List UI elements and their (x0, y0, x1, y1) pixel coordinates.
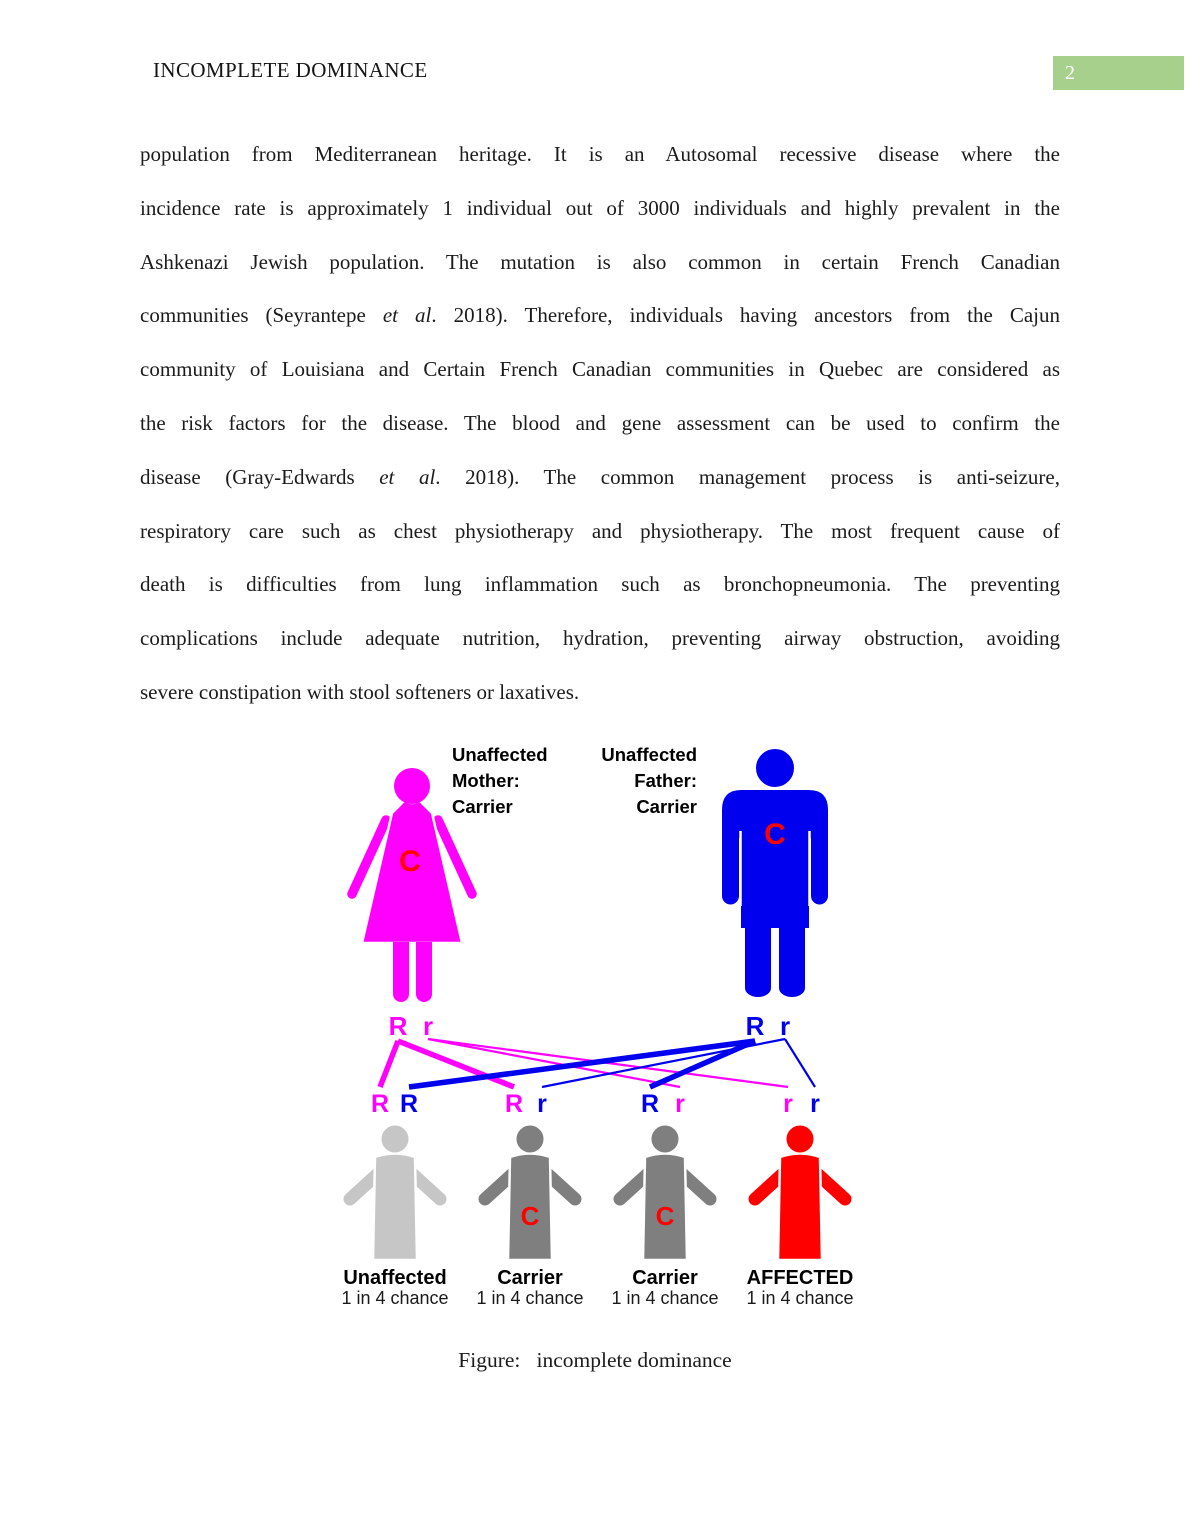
father-label-line: Carrier (636, 796, 697, 817)
child2-genotype-letter: r (537, 1090, 547, 1118)
mother-figure (347, 768, 477, 1002)
paragraph-line: severe constipation with stool softeners… (140, 666, 1060, 720)
father-carrier-letter: C (764, 818, 786, 851)
inheritance-line-mother-child1 (377, 1039, 401, 1089)
child-figure-2-carrier (485, 1125, 575, 1261)
mother-label-line: Unaffected (452, 744, 548, 765)
paragraph-line: Ashkenazi Jewish population. The mutatio… (140, 236, 1060, 290)
body-text-segment: complications include adequate nutrition… (140, 626, 1060, 651)
child4-outcome-label: AFFECTED (747, 1267, 854, 1289)
paragraph-line: population from Mediterranean heritage. … (140, 128, 1060, 182)
child1-outcome-label: Unaffected (343, 1267, 446, 1289)
child1-genotype-letter: R (371, 1090, 389, 1118)
father-legs (745, 924, 805, 997)
paragraph-line: respiratory care such as chest physiothe… (140, 505, 1060, 559)
body-text-segment: population from Mediterranean heritage. … (140, 142, 1060, 166)
body-text-segment: communities (Seyrantepe (140, 303, 383, 328)
child4-genotype-letter: r (783, 1090, 793, 1118)
inheritance-line-father-child2 (541, 1037, 786, 1089)
father-allele-r: r (780, 1011, 790, 1041)
child3-genotype-letter: R (641, 1090, 659, 1118)
body-paragraph: population from Mediterranean heritage. … (140, 128, 1060, 720)
italic-citation-text: et al (379, 464, 436, 489)
inheritance-line-mother-child3 (427, 1037, 681, 1089)
child1-chance-label: 1 in 4 chance (341, 1288, 448, 1308)
child4-chance-label: 1 in 4 chance (746, 1288, 853, 1308)
child-figure-1-unaffected (350, 1125, 440, 1261)
page-number-badge: 2 (1053, 56, 1184, 90)
father-arm-gaps (739, 831, 811, 906)
italic-citation-text: et al (382, 303, 432, 328)
genetics-diagram: Unaffected Mother: Carrier Unaffected Father… (341, 744, 853, 1308)
mother-head (394, 768, 430, 804)
inheritance-line-father-child1 (408, 1038, 756, 1090)
mother-label-line: Mother: (452, 770, 520, 791)
father-label-line: Father: (634, 770, 697, 791)
father-head (754, 747, 796, 789)
father-label-line: Unaffected (601, 744, 697, 765)
figure-caption: Figure: incomplete dominance (458, 1348, 732, 1372)
child2-outcome-label: Carrier (497, 1267, 563, 1289)
body-text-segment: respiratory care such as chest physiothe… (140, 518, 1060, 543)
child1-genotype-letter: R (400, 1090, 418, 1118)
father-torso (741, 790, 809, 928)
child-figure-4-affected (755, 1125, 845, 1261)
child3-chance-label: 1 in 4 chance (611, 1288, 718, 1308)
inheritance-line-father-child4 (784, 1038, 816, 1088)
father-figure (722, 747, 828, 997)
body-text-segment: death is difficulties from lung inflamma… (140, 572, 1060, 597)
child3-carrier-letter: C (656, 1201, 675, 1231)
mother-carrier-letter: C (399, 845, 421, 878)
paragraph-line: complications include adequate nutrition… (140, 612, 1060, 666)
body-text-segment: community of Louisiana and Certain Frenc… (140, 357, 1060, 382)
child3-genotype-letter: r (675, 1090, 685, 1118)
page-number: 2 (1065, 62, 1075, 84)
paragraph-line: death is difficulties from lung inflamma… (140, 558, 1060, 612)
body-text-segment: incidence rate is approximately 1 indivi… (140, 195, 1060, 220)
running-head-title: INCOMPLETE DOMINANCE (153, 58, 428, 82)
mother-allele-r: r (423, 1011, 433, 1041)
paragraph-line: communities (Seyrantepe et al. 2018). Th… (140, 289, 1060, 343)
paragraph-line: disease (Gray-Edwards et al. 2018). The … (140, 451, 1060, 505)
mother-legs (393, 942, 432, 1002)
child3-outcome-label: Carrier (632, 1267, 698, 1289)
inheritance-line-mother-child2 (396, 1038, 516, 1090)
mother-allele-R: R (389, 1011, 408, 1041)
body-text-segment: severe constipation with stool softeners… (140, 679, 580, 704)
mother-label-line: Carrier (452, 796, 513, 817)
child-figure-3-carrier (620, 1125, 710, 1261)
body-text-segment: Ashkenazi Jewish population. The mutatio… (140, 249, 1060, 274)
child2-genotype-letter: R (505, 1090, 523, 1118)
paragraph-line: the risk factors for the disease. The bl… (140, 397, 1060, 451)
body-text-segment: disease (Gray-Edwards (140, 464, 380, 489)
figure-dynamic-content: Unaffected Mother: Carrier Unaffected Father… (341, 744, 853, 1308)
paragraph-line: incidence rate is approximately 1 indivi… (140, 182, 1060, 236)
child2-chance-label: 1 in 4 chance (476, 1288, 583, 1308)
body-text-segment: . 2018). Therefore, individuals having a… (431, 303, 1060, 328)
body-text-segment: the risk factors for the disease. The bl… (140, 410, 1060, 435)
figure-incomplete-dominance: Unaffected Mother: Carrier Unaffected Father… (335, 738, 865, 1310)
child4-genotype-letter: r (810, 1090, 820, 1118)
mother-arms (347, 815, 477, 899)
paragraph-line: community of Louisiana and Certain Frenc… (140, 343, 1060, 397)
father-allele-R: R (746, 1011, 765, 1041)
body-text-segment: . 2018). The common management process i… (435, 464, 1060, 489)
child2-carrier-letter: C (521, 1201, 540, 1231)
